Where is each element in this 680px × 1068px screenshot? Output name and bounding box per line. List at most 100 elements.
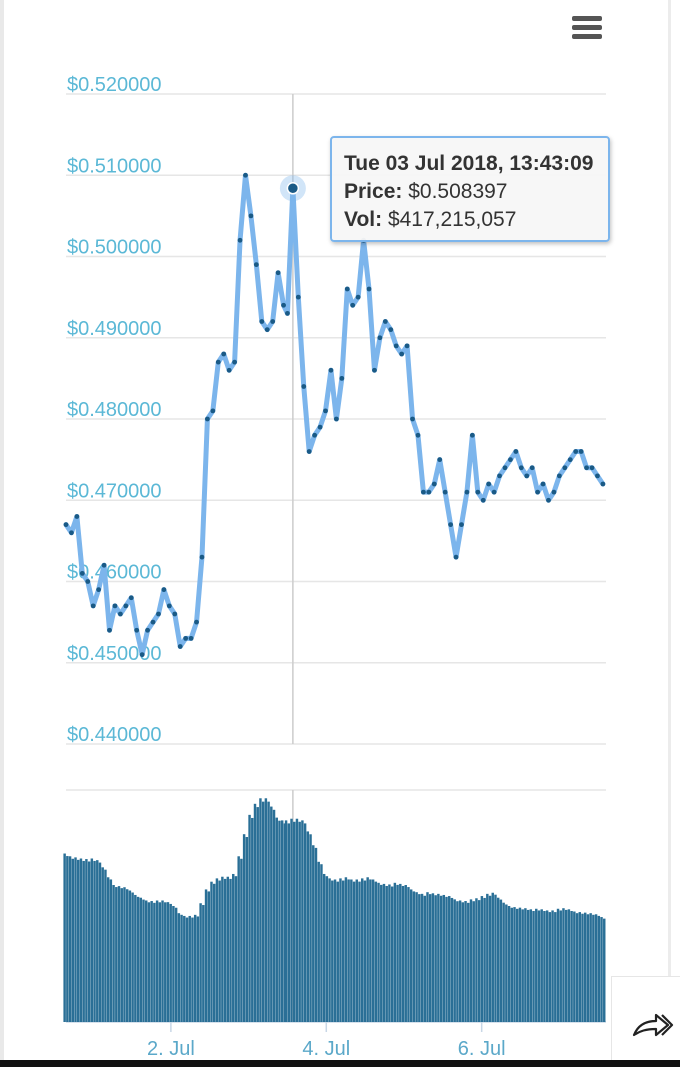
volume-bar[interactable]: [180, 914, 183, 1022]
volume-bar[interactable]: [496, 897, 500, 1022]
price-point[interactable]: [600, 481, 606, 487]
volume-bar[interactable]: [472, 901, 475, 1022]
volume-bar[interactable]: [136, 896, 140, 1022]
volume-bar[interactable]: [518, 907, 522, 1022]
volume-bar[interactable]: [341, 880, 345, 1022]
price-point[interactable]: [90, 603, 96, 609]
volume-bar[interactable]: [442, 894, 446, 1022]
volume-bar[interactable]: [499, 899, 503, 1022]
price-point[interactable]: [177, 644, 183, 649]
volume-bar[interactable]: [314, 847, 318, 1022]
price-point[interactable]: [210, 408, 216, 414]
price-point[interactable]: [243, 172, 248, 178]
volume-bar[interactable]: [298, 821, 301, 1022]
price-point[interactable]: [96, 587, 102, 593]
price-point[interactable]: [513, 449, 519, 454]
price-point[interactable]: [112, 603, 118, 609]
price-point[interactable]: [562, 465, 568, 471]
volume-bar[interactable]: [204, 889, 208, 1022]
volume-bar[interactable]: [412, 891, 416, 1022]
volume-bar[interactable]: [112, 885, 115, 1022]
volume-bar[interactable]: [603, 918, 606, 1022]
volume-bar[interactable]: [374, 881, 378, 1022]
price-point[interactable]: [382, 319, 388, 324]
volume-bar[interactable]: [109, 879, 113, 1022]
volume-bar[interactable]: [74, 857, 77, 1022]
price-point[interactable]: [491, 489, 497, 495]
volume-bar[interactable]: [464, 901, 467, 1022]
volume-bar[interactable]: [336, 881, 339, 1022]
volume-bar[interactable]: [104, 869, 107, 1022]
volume-bar[interactable]: [79, 858, 83, 1022]
price-point[interactable]: [410, 416, 415, 422]
price-point[interactable]: [139, 652, 145, 658]
price-point[interactable]: [161, 587, 167, 593]
volume-bar[interactable]: [237, 856, 240, 1022]
volume-bar[interactable]: [264, 798, 268, 1022]
price-point[interactable]: [134, 627, 140, 633]
volume-bar[interactable]: [434, 895, 437, 1022]
volume-bar[interactable]: [169, 903, 172, 1022]
volume-bar[interactable]: [559, 910, 562, 1022]
volume-bar[interactable]: [450, 897, 454, 1022]
volume-bar[interactable]: [377, 882, 380, 1022]
price-point[interactable]: [344, 286, 350, 292]
price-point[interactable]: [415, 432, 421, 438]
volume-bar[interactable]: [456, 901, 459, 1022]
volume-bar[interactable]: [477, 900, 481, 1022]
price-point[interactable]: [464, 489, 470, 495]
price-point[interactable]: [469, 432, 475, 438]
price-point[interactable]: [156, 611, 161, 617]
volume-bar[interactable]: [420, 893, 424, 1022]
volume-bar[interactable]: [71, 858, 75, 1022]
price-point[interactable]: [74, 514, 80, 519]
volume-bar[interactable]: [309, 834, 312, 1022]
volume-bar[interactable]: [575, 913, 579, 1022]
volume-bar[interactable]: [261, 801, 265, 1022]
volume-bar[interactable]: [458, 900, 462, 1022]
price-point[interactable]: [502, 465, 508, 471]
price-point[interactable]: [333, 416, 339, 422]
volume-bar[interactable]: [390, 886, 394, 1022]
volume-bar[interactable]: [188, 915, 191, 1022]
volume-bar[interactable]: [322, 873, 326, 1022]
price-point[interactable]: [448, 522, 454, 528]
price-point[interactable]: [437, 457, 443, 463]
volume-bar[interactable]: [480, 896, 484, 1022]
price-point[interactable]: [264, 327, 270, 333]
price-point[interactable]: [69, 530, 74, 536]
volume-bar[interactable]: [548, 912, 552, 1022]
volume-bar[interactable]: [537, 910, 541, 1022]
volume-bar[interactable]: [320, 864, 323, 1022]
volume-bar[interactable]: [333, 879, 337, 1022]
highlighted-point[interactable]: [286, 182, 300, 195]
price-point[interactable]: [508, 457, 513, 463]
volume-bar[interactable]: [212, 883, 216, 1022]
volume-bar[interactable]: [600, 917, 603, 1022]
volume-bar[interactable]: [306, 831, 310, 1022]
volume-bar[interactable]: [150, 901, 153, 1022]
price-point[interactable]: [215, 359, 221, 365]
volume-bar[interactable]: [494, 894, 497, 1022]
volume-bar[interactable]: [573, 911, 576, 1022]
volume-bar[interactable]: [221, 876, 224, 1022]
volume-bar[interactable]: [380, 884, 383, 1022]
volume-bar[interactable]: [431, 893, 435, 1022]
volume-bar[interactable]: [510, 907, 514, 1022]
price-point[interactable]: [281, 302, 286, 308]
volume-bar[interactable]: [360, 878, 364, 1022]
price-point[interactable]: [328, 367, 334, 373]
volume-bar[interactable]: [290, 818, 293, 1022]
volume-bar[interactable]: [437, 893, 440, 1022]
volume-bar[interactable]: [382, 883, 386, 1022]
price-point[interactable]: [578, 449, 584, 454]
volume-bar[interactable]: [229, 878, 232, 1022]
volume-bar[interactable]: [101, 867, 104, 1022]
volume-bar[interactable]: [63, 853, 66, 1022]
volume-bar[interactable]: [428, 894, 432, 1022]
volume-bar[interactable]: [363, 880, 367, 1022]
volume-bar[interactable]: [589, 913, 592, 1022]
volume-bar[interactable]: [218, 880, 221, 1022]
volume-bar[interactable]: [287, 823, 291, 1022]
volume-bar[interactable]: [409, 889, 413, 1022]
